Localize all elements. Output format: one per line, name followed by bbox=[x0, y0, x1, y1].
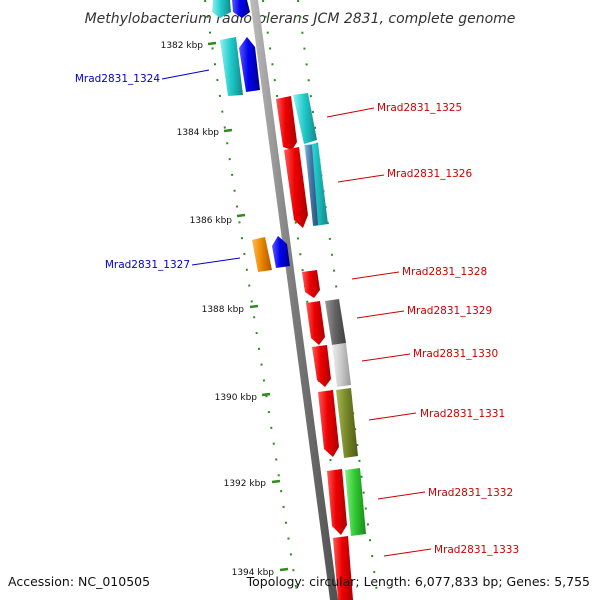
accession-text: Accession: NC_010505 bbox=[8, 574, 150, 589]
gene-arrow-mrad2831-1327-orange[interactable] bbox=[252, 237, 272, 272]
tick-label: 1384 kbp bbox=[177, 128, 220, 138]
gene-arrow-mrad2831-1323[interactable] bbox=[212, 0, 231, 18]
tick-label: 1390 kbp bbox=[215, 393, 258, 403]
genome-backbone bbox=[250, 0, 338, 600]
gene-arrow-mrad2831-1325[interactable] bbox=[276, 96, 297, 150]
gene-arrow-mrad2831-1329[interactable] bbox=[306, 301, 325, 345]
label-leader bbox=[383, 548, 432, 557]
tick-label: 1382 kbp bbox=[161, 41, 204, 51]
gene-label[interactable]: Mrad2831_1332 bbox=[428, 487, 513, 499]
tick-mark bbox=[249, 304, 259, 309]
gene-arrow-mrad2831-1330[interactable] bbox=[312, 345, 331, 387]
tick-mark bbox=[271, 479, 281, 484]
tick-label: 1392 kbp bbox=[224, 479, 267, 489]
label-leader bbox=[368, 412, 417, 421]
gene-label[interactable]: Mrad2831_1333 bbox=[434, 544, 519, 556]
gene-arrow-mrad2831-1331[interactable] bbox=[318, 390, 339, 457]
gene-label[interactable]: Mrad2831_1325 bbox=[377, 102, 462, 114]
tick-label: 1394 kbp bbox=[232, 568, 275, 578]
gene-label[interactable]: Mrad2831_1329 bbox=[407, 305, 492, 317]
label-leader bbox=[191, 257, 241, 266]
map-title: Methylobacterium radiotolerans JCM 2831,… bbox=[85, 11, 516, 27]
gene-labels: Mrad2831_1324 Mrad2831_1325 Mrad2831_132… bbox=[75, 69, 519, 557]
gene-arrow-mrad2831-1332-green[interactable] bbox=[345, 468, 366, 536]
gene-arrow-mrad2831-1324-cyan[interactable] bbox=[220, 37, 243, 96]
gene-label[interactable]: Mrad2831_1326 bbox=[387, 168, 472, 180]
label-leader bbox=[326, 107, 375, 118]
label-leader bbox=[161, 69, 210, 80]
gene-arrow-mrad2831-1325-cyan[interactable] bbox=[293, 93, 317, 144]
gene-arrow-mrad2831-1330-gray[interactable] bbox=[332, 343, 351, 387]
gene-arrow-mrad2831-1326-steel[interactable] bbox=[305, 145, 318, 226]
gene-arrow-mrad2831-1327[interactable] bbox=[272, 236, 290, 268]
gene-arrow-mrad2831-1326[interactable] bbox=[284, 147, 308, 228]
label-leader bbox=[377, 491, 426, 500]
tick-label: 1388 kbp bbox=[202, 305, 245, 315]
gene-arrow-mrad2831-1328[interactable] bbox=[302, 270, 320, 298]
gene-label[interactable]: Mrad2831_1328 bbox=[402, 266, 487, 278]
tick-label: 1386 kbp bbox=[190, 216, 233, 226]
gene-label[interactable]: Mrad2831_1330 bbox=[413, 348, 498, 360]
gene-features bbox=[212, 0, 366, 600]
gene-arrow-mrad2831-1332[interactable] bbox=[327, 469, 347, 535]
gene-label[interactable]: Mrad2831_1327 bbox=[105, 259, 190, 271]
label-leader bbox=[356, 310, 405, 319]
gene-arrow-mrad2831-1324[interactable] bbox=[239, 37, 260, 92]
label-leader bbox=[337, 174, 385, 183]
ruler-ticks: 1382 kbp 1384 kbp 1386 kbp 1388 kbp 1390… bbox=[161, 41, 289, 578]
label-leader bbox=[361, 353, 411, 362]
tick-mark bbox=[261, 392, 271, 397]
gene-arrow-mrad2831-1333[interactable] bbox=[333, 536, 353, 600]
gene-label[interactable]: Mrad2831_1331 bbox=[420, 408, 505, 420]
tick-mark bbox=[236, 213, 246, 218]
label-leader bbox=[351, 271, 400, 280]
tick-mark bbox=[223, 128, 233, 133]
topology-text: Topology: circular; Length: 6,077,833 bp… bbox=[246, 574, 590, 589]
tick-mark bbox=[279, 567, 289, 572]
tick-mark bbox=[207, 41, 217, 46]
gene-arrow-mrad2831-1331-olive[interactable] bbox=[336, 388, 358, 458]
gene-arrow-mrad2831-1329-gray[interactable] bbox=[325, 299, 346, 345]
gene-arrow-mrad2831-1323b[interactable] bbox=[232, 0, 250, 18]
gene-label[interactable]: Mrad2831_1324 bbox=[75, 73, 160, 85]
